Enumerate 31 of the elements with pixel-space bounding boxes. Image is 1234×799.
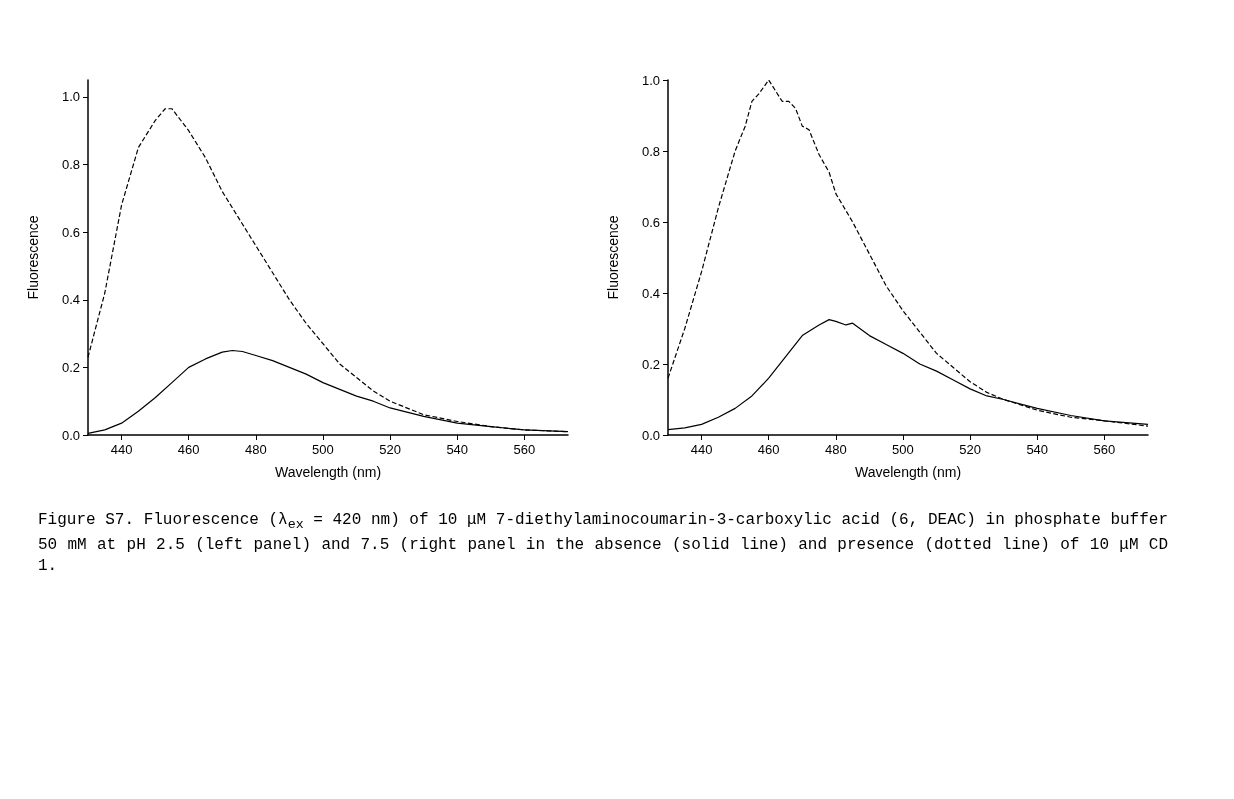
caption: Figure S7. Fluorescence (λ$_{ex}$ = 420 nm) of 10 μM 7-diethylaminocoumarin-3-carboxylic acid (6, DEAC) in phosphate buffer 50 mM at pH 2.5 (left panel) and 7.5 (right panel in the absence (solid line) and presence (dotted line) of 10 μM CD 1. (38, 510, 1169, 578)
y-tick-label: 1.0 (641, 72, 660, 88)
x-tick-label: 440 (110, 442, 133, 457)
x-tick-label: 540 (446, 442, 469, 457)
y-tick-label: 0.6 (61, 224, 80, 240)
x-axis-title: Wavelength (nm) (274, 464, 382, 480)
x-axis-title: Wavelength (nm) (854, 464, 962, 480)
y-tick-label: 0.0 (641, 427, 660, 443)
x-tick-label: 460 (757, 442, 780, 457)
y-tick-label: 0.4 (61, 292, 80, 308)
y-tick-label: 1.0 (61, 89, 80, 105)
x-tick-label: 500 (892, 442, 914, 457)
y-tick-label: 0.8 (61, 157, 80, 173)
y-tick-label: 0.6 (641, 214, 660, 230)
y-tick-label: 0.4 (641, 285, 660, 301)
x-tick-label: 540 (1026, 442, 1049, 457)
x-tick-label: 520 (959, 442, 981, 457)
y-tick-label: 0.2 (61, 359, 80, 375)
y-axis-title: Fluorescence (605, 215, 621, 300)
x-tick-label: 460 (177, 442, 200, 457)
x-tick-label: 560 (1093, 442, 1116, 457)
x-tick-label: 500 (312, 442, 334, 457)
x-tick-label: 440 (690, 442, 713, 457)
y-tick-label: 0.2 (641, 356, 660, 372)
x-tick-label: 560 (513, 442, 536, 457)
y-axis-title: Fluorescence (25, 215, 41, 300)
y-tick-label: 0.8 (641, 143, 660, 159)
x-tick-label: 520 (379, 442, 401, 457)
x-tick-label: 480 (244, 442, 267, 457)
y-tick-label: 0.0 (61, 427, 80, 443)
x-tick-label: 480 (824, 442, 847, 457)
